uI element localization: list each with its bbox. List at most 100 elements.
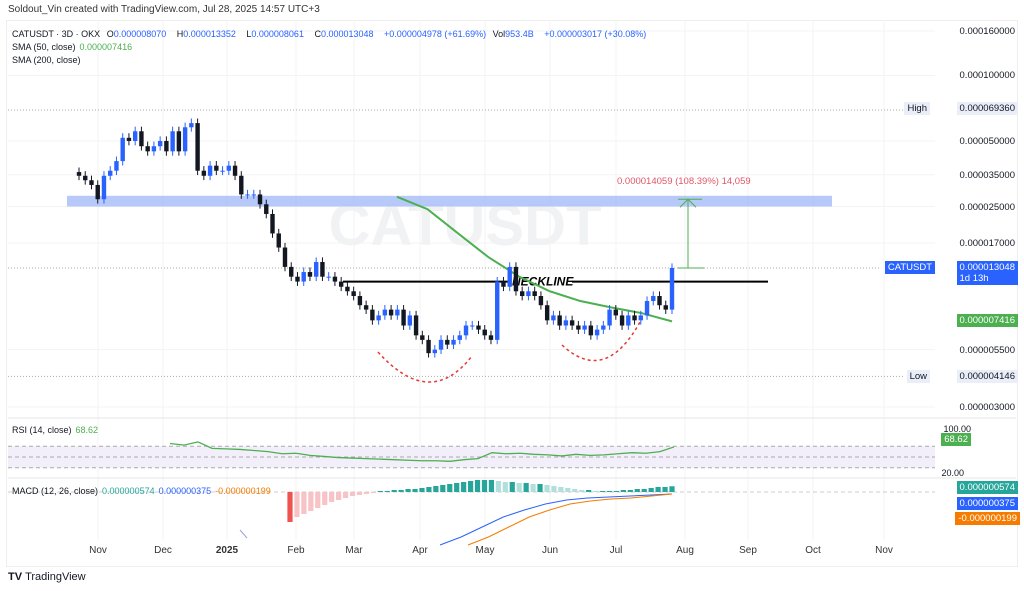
macd-signal-value: -0.000000199 bbox=[215, 486, 271, 496]
candle-body bbox=[207, 165, 213, 176]
candle-body bbox=[619, 315, 625, 326]
candle-body bbox=[644, 301, 650, 316]
sma50-legend[interactable]: SMA (50, close) 0.000007416 bbox=[12, 42, 136, 52]
candle-body bbox=[576, 325, 581, 330]
macd-histogram-bar bbox=[586, 490, 592, 492]
macd-histogram-bar bbox=[454, 483, 460, 492]
macd-hist-tag: 0.000000574 bbox=[956, 481, 1018, 494]
price-tick: 0.000035000 bbox=[959, 169, 1015, 181]
rsi-value: 68.62 bbox=[75, 425, 99, 435]
macd-histogram-bar bbox=[356, 492, 363, 495]
close-value: 0.000013048 bbox=[320, 29, 374, 39]
macd-histogram-bar bbox=[391, 490, 397, 492]
time-tick: Mar bbox=[345, 545, 363, 556]
candle-body bbox=[157, 140, 163, 147]
macd-histogram-bar bbox=[634, 489, 640, 492]
ohlc-legend: CATUSDT · 3D · OKX O0.000008070 H0.00001… bbox=[12, 29, 650, 39]
left-shoulder-arc bbox=[377, 351, 473, 383]
open-label: O bbox=[106, 29, 114, 39]
candle-body bbox=[338, 281, 344, 287]
candle-body bbox=[120, 137, 125, 162]
candle-body bbox=[544, 305, 550, 321]
candle-body bbox=[264, 204, 269, 214]
price-tick: 0.000160000 bbox=[959, 26, 1015, 37]
macd-histogram-bar bbox=[398, 490, 404, 492]
candle-body bbox=[669, 267, 675, 310]
sma50-line bbox=[396, 195, 673, 323]
candle-body bbox=[345, 286, 350, 292]
candle-body bbox=[83, 175, 88, 181]
macd-histogram-bar bbox=[613, 491, 620, 492]
candle-body bbox=[307, 272, 313, 277]
time-tick: Sep bbox=[739, 545, 757, 556]
candle-body bbox=[282, 247, 288, 267]
sma200-legend[interactable]: SMA (200, close) bbox=[12, 55, 85, 65]
macd-legend[interactable]: MACD (12, 26, close) 0.000000574 0.0000003… bbox=[12, 486, 275, 496]
macd-line-value: 0.000000375 bbox=[158, 486, 212, 496]
signal-line bbox=[467, 493, 673, 546]
time-tick: Feb bbox=[287, 545, 305, 556]
candle-body bbox=[538, 296, 544, 306]
neckline-label: NECKLINE bbox=[512, 275, 574, 289]
chart-frame bbox=[6, 20, 1018, 567]
macd-histogram-bar bbox=[509, 482, 515, 492]
candle-body bbox=[438, 339, 444, 350]
candle-body bbox=[201, 170, 207, 176]
macd-histogram-bar bbox=[308, 492, 314, 511]
macd-histogram-bar bbox=[301, 492, 307, 514]
candle-body bbox=[376, 315, 381, 321]
macd-histogram-bar bbox=[370, 492, 376, 493]
tv-logo-icon: TV bbox=[8, 571, 23, 583]
measure-label: 0.000014059 (108.39%) 14,059 bbox=[617, 176, 751, 187]
candle-body bbox=[195, 123, 200, 171]
time-tick: May bbox=[475, 545, 495, 556]
high-value: 0.000013352 bbox=[183, 29, 236, 39]
candle-body bbox=[182, 127, 188, 152]
macd-histogram-bar bbox=[377, 491, 383, 492]
macd-histogram-bar bbox=[572, 489, 578, 492]
time-tick: 2025 bbox=[215, 545, 239, 556]
macd-histogram-bar bbox=[419, 488, 425, 492]
candle-body bbox=[588, 325, 594, 336]
candle-body bbox=[476, 325, 481, 330]
candle-body bbox=[632, 315, 637, 321]
candle-body bbox=[445, 339, 450, 345]
candle-body bbox=[551, 315, 556, 321]
candle-body bbox=[601, 325, 606, 330]
volume-label: Vol bbox=[492, 29, 506, 39]
candle-body bbox=[164, 140, 169, 152]
macd-histogram-bar bbox=[349, 492, 356, 496]
macd-histogram-bar bbox=[558, 487, 564, 492]
candle-body bbox=[432, 349, 437, 354]
candle-body bbox=[251, 194, 256, 196]
macd-histogram-bar bbox=[363, 492, 369, 494]
macd-histogram-bar bbox=[627, 490, 633, 492]
candle-body bbox=[226, 165, 232, 171]
candle-body bbox=[132, 131, 138, 141]
candle-body bbox=[463, 325, 469, 336]
open-value: 0.000008070 bbox=[113, 29, 167, 39]
candle-body bbox=[607, 309, 612, 326]
macd-histogram-bar bbox=[287, 492, 293, 522]
candle-body bbox=[320, 262, 325, 277]
candle-body bbox=[89, 180, 94, 185]
candle-body bbox=[363, 305, 369, 310]
candle-body bbox=[626, 315, 631, 326]
symbol-info[interactable]: CATUSDT · 3D · OKX bbox=[12, 29, 101, 39]
macd-histogram-bar bbox=[412, 489, 418, 492]
candle-body bbox=[101, 175, 107, 200]
candle-body bbox=[326, 276, 331, 278]
logo-text: TradingView bbox=[25, 571, 86, 583]
candle-body bbox=[332, 276, 338, 282]
candle-body bbox=[569, 320, 575, 326]
macd-histogram-bar bbox=[523, 483, 529, 492]
bar-countdown: 1d 13h bbox=[959, 273, 989, 284]
rsi-label: RSI (14, close) bbox=[12, 425, 72, 435]
candle-body bbox=[151, 146, 157, 152]
candle-body bbox=[557, 315, 562, 326]
low-tag-label: Low bbox=[906, 370, 930, 383]
candle-body bbox=[407, 315, 413, 326]
rsi-legend[interactable]: RSI (14, close) 68.62 bbox=[12, 425, 102, 435]
candle-body bbox=[420, 335, 425, 340]
